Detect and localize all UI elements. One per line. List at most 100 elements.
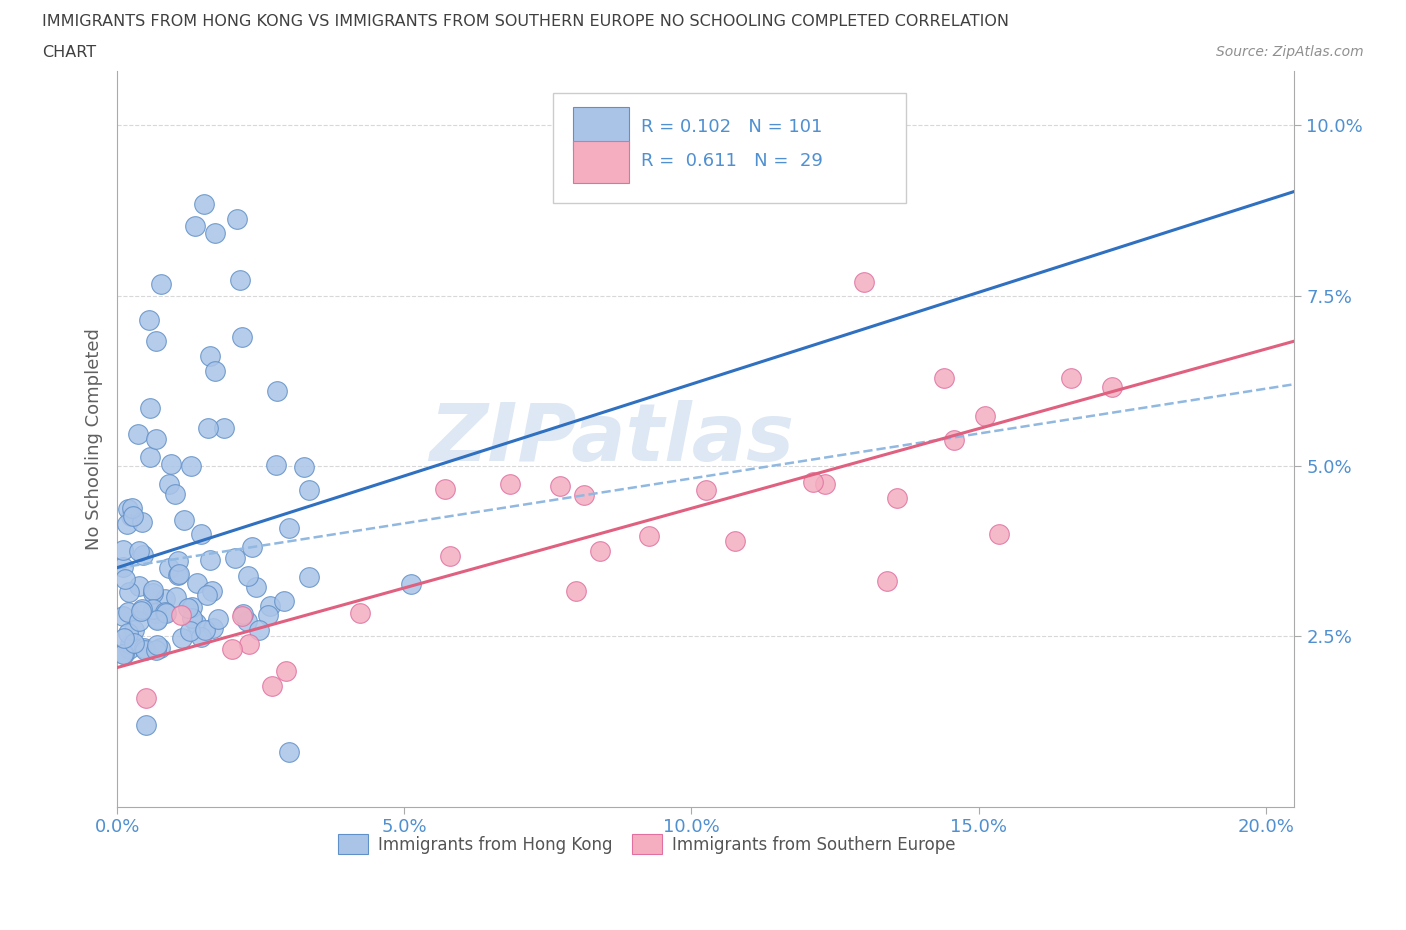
Point [141,602,163,617]
Point [207,612,229,627]
Point [572,487,595,502]
Point [181,599,204,614]
Point [499,477,522,492]
Point [128,544,150,559]
Point [146,611,169,626]
Point [974,408,997,423]
Point [942,433,965,448]
Point [186,576,208,591]
Point [121,500,143,515]
Point [184,219,207,233]
Point [131,602,153,617]
Point [165,590,187,604]
Point [212,420,235,435]
Point [112,646,135,661]
Point [146,637,169,652]
Point [195,588,218,603]
Point [240,539,263,554]
Point [565,583,588,598]
Point [146,612,169,627]
Point [145,643,167,658]
Point [814,477,837,492]
Point [177,601,200,616]
Point [112,631,135,645]
Point [135,690,157,705]
Point [111,646,134,661]
Point [120,509,142,524]
Point [155,604,177,619]
Point [145,606,167,621]
Point [167,567,190,582]
Point [259,598,281,613]
Point [155,605,177,620]
Point [122,635,145,650]
Point [278,521,301,536]
FancyBboxPatch shape [572,107,630,150]
Point [886,491,908,506]
Text: Source: ZipAtlas.com: Source: ZipAtlas.com [1216,45,1364,59]
Point [932,370,955,385]
Point [139,450,162,465]
Point [111,608,134,623]
FancyBboxPatch shape [553,93,905,204]
Point [181,610,204,625]
Point [120,636,142,651]
Point [264,458,287,472]
Point [238,636,260,651]
Point [118,584,141,599]
Point [117,501,139,516]
Point [225,212,247,227]
Point [117,625,139,640]
Point [247,623,270,638]
Point [167,554,190,569]
Point [149,276,172,291]
Point [129,604,152,618]
Point [115,516,138,531]
Text: R =  0.611   N =  29: R = 0.611 N = 29 [641,152,823,169]
Point [111,542,134,557]
Point [235,614,257,629]
Point [1060,370,1083,385]
Point [292,459,315,474]
Point [197,420,219,435]
Point [876,574,898,589]
Point [142,583,165,598]
Point [134,641,156,656]
Point [266,384,288,399]
Point [638,529,661,544]
Point [134,643,156,658]
Point [179,624,201,639]
Point [298,569,321,584]
Point [193,196,215,211]
Point [278,745,301,760]
Point [138,312,160,327]
Point [124,623,146,638]
Point [190,526,212,541]
Point [349,605,371,620]
Point [434,482,457,497]
Point [118,641,141,656]
Y-axis label: No Schooling Completed: No Schooling Completed [86,327,103,550]
Point [439,548,461,563]
Point [128,614,150,629]
Point [221,642,243,657]
Point [149,641,172,656]
Point [198,348,221,363]
Point [724,534,747,549]
Point [160,457,183,472]
Point [142,586,165,601]
Point [163,486,186,501]
Point [170,631,193,645]
Point [194,623,217,638]
Point [262,679,284,694]
Point [127,427,149,442]
Point [170,607,193,622]
Point [204,225,226,240]
Point [114,572,136,587]
Point [111,559,134,574]
Point [145,432,167,446]
Point [231,609,253,624]
Point [229,272,252,287]
Point [1101,379,1123,394]
Point [157,561,180,576]
